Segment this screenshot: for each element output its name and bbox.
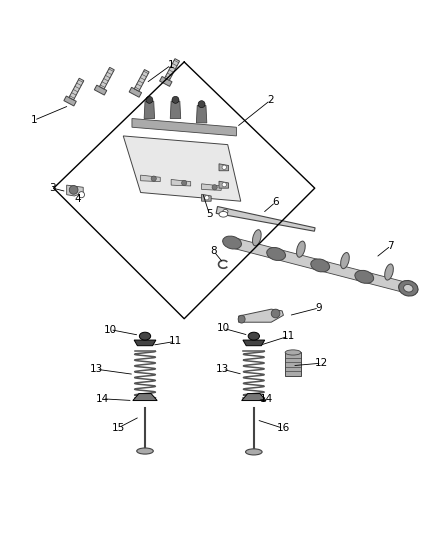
- Text: 3: 3: [49, 183, 56, 193]
- Circle shape: [69, 185, 78, 194]
- Circle shape: [222, 165, 226, 169]
- Ellipse shape: [248, 332, 259, 340]
- Polygon shape: [159, 76, 172, 86]
- Ellipse shape: [385, 264, 393, 280]
- Circle shape: [198, 101, 205, 108]
- Ellipse shape: [403, 285, 413, 292]
- Ellipse shape: [355, 270, 374, 284]
- Polygon shape: [285, 352, 301, 376]
- Polygon shape: [201, 184, 221, 190]
- Polygon shape: [141, 175, 160, 182]
- Ellipse shape: [285, 350, 301, 355]
- Polygon shape: [129, 87, 141, 97]
- Text: 9: 9: [316, 303, 322, 313]
- Text: 12: 12: [315, 358, 328, 368]
- Text: 6: 6: [272, 197, 279, 207]
- Circle shape: [182, 180, 187, 185]
- Text: 1: 1: [31, 115, 37, 125]
- Text: 1: 1: [168, 60, 174, 70]
- Text: 2: 2: [267, 95, 274, 105]
- Text: 13: 13: [216, 364, 229, 374]
- Ellipse shape: [223, 209, 228, 214]
- Polygon shape: [64, 96, 76, 106]
- Polygon shape: [216, 206, 315, 231]
- Polygon shape: [242, 393, 266, 400]
- Ellipse shape: [297, 241, 305, 257]
- Text: 10: 10: [217, 324, 230, 333]
- Ellipse shape: [219, 212, 228, 217]
- Text: 10: 10: [104, 325, 117, 335]
- Text: 11: 11: [282, 331, 295, 341]
- Polygon shape: [196, 106, 207, 123]
- Circle shape: [205, 196, 209, 200]
- Polygon shape: [67, 185, 83, 196]
- Polygon shape: [69, 78, 84, 100]
- Polygon shape: [231, 238, 410, 293]
- Polygon shape: [170, 101, 181, 118]
- Polygon shape: [134, 69, 149, 91]
- Text: 14: 14: [260, 394, 273, 404]
- Ellipse shape: [399, 282, 418, 295]
- Ellipse shape: [252, 230, 261, 246]
- Ellipse shape: [223, 236, 241, 249]
- Circle shape: [212, 184, 217, 190]
- Ellipse shape: [267, 247, 286, 261]
- Circle shape: [146, 96, 153, 103]
- Polygon shape: [243, 340, 265, 346]
- Text: 11: 11: [169, 336, 182, 346]
- Ellipse shape: [341, 253, 349, 269]
- Polygon shape: [171, 180, 191, 186]
- Polygon shape: [123, 136, 241, 201]
- Ellipse shape: [238, 315, 245, 323]
- Polygon shape: [99, 67, 114, 89]
- Polygon shape: [94, 85, 107, 95]
- Circle shape: [78, 192, 85, 198]
- Circle shape: [172, 96, 179, 103]
- Circle shape: [222, 182, 226, 187]
- Ellipse shape: [311, 259, 329, 272]
- Ellipse shape: [139, 332, 151, 340]
- Polygon shape: [201, 194, 211, 201]
- Text: 15: 15: [112, 423, 126, 433]
- Polygon shape: [134, 340, 156, 346]
- Ellipse shape: [399, 280, 418, 296]
- Polygon shape: [133, 393, 157, 400]
- Text: 13: 13: [90, 364, 103, 374]
- Polygon shape: [219, 164, 229, 171]
- Text: 16: 16: [277, 423, 290, 433]
- Text: 8: 8: [211, 246, 217, 256]
- Text: 5: 5: [206, 209, 213, 219]
- Text: 7: 7: [388, 240, 394, 251]
- Circle shape: [151, 176, 156, 181]
- Polygon shape: [219, 181, 229, 188]
- Circle shape: [271, 309, 280, 318]
- Polygon shape: [132, 118, 237, 136]
- Ellipse shape: [246, 449, 262, 455]
- Text: 4: 4: [74, 194, 81, 204]
- Polygon shape: [239, 309, 283, 322]
- Polygon shape: [165, 59, 180, 80]
- Text: 14: 14: [96, 394, 109, 404]
- Ellipse shape: [137, 448, 153, 454]
- Polygon shape: [144, 101, 155, 118]
